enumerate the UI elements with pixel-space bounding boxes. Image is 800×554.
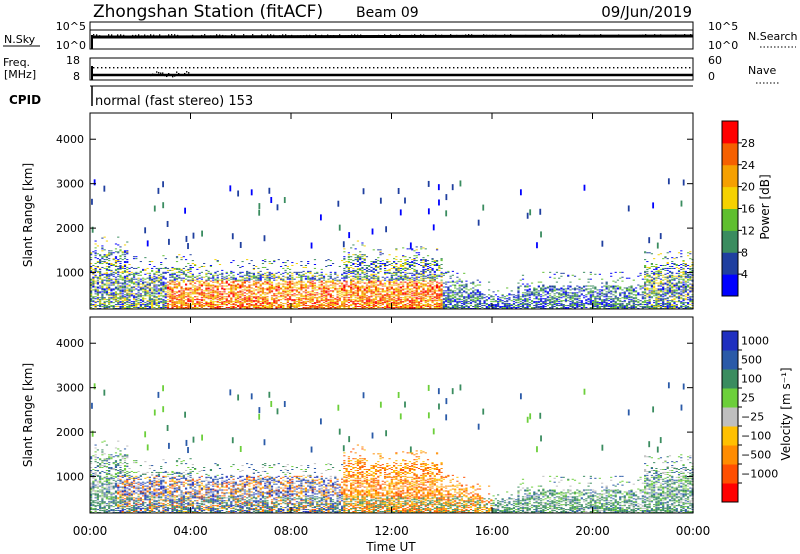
nsky-trace bbox=[91, 34, 694, 49]
freq-tick-top: 18 bbox=[66, 54, 80, 67]
beam-label: Beam 09 bbox=[356, 5, 419, 21]
power-colorbar-tick-20: 20 bbox=[741, 181, 755, 194]
power-colorbar-swatch bbox=[722, 164, 738, 188]
velocity-colorbar-swatch bbox=[722, 483, 738, 503]
cpid-text: normal (fast stereo) 153 bbox=[95, 94, 253, 109]
power-ytick-2000: 2000 bbox=[56, 222, 84, 235]
power-colorbar-swatch bbox=[722, 274, 738, 297]
power-colorbar-swatch bbox=[722, 121, 738, 144]
nsearch-tick-top: 10^5 bbox=[708, 20, 738, 33]
nsearch-label: N.Search bbox=[748, 30, 798, 43]
time-tick-5: 20:00 bbox=[575, 524, 610, 538]
nsky-label: N.Sky bbox=[4, 33, 36, 46]
power-panel: 1000 2000 3000 4000 Slant Range [km] 4 8 12 16… bbox=[21, 112, 772, 310]
time-tick-0: 00:00 bbox=[73, 524, 108, 538]
nsearch-tick-bottom: 10^0 bbox=[708, 39, 738, 52]
power-colorbar-swatch bbox=[722, 186, 738, 209]
freq-tick-bottom: 8 bbox=[73, 70, 80, 83]
power-ytick-3000: 3000 bbox=[56, 178, 84, 191]
power-ytick-4000: 4000 bbox=[56, 133, 84, 146]
velocity-panel: 1000 2000 3000 4000 Slant Range [km] 1000 50… bbox=[21, 316, 793, 514]
nsky-tick-bottom: 10^0 bbox=[56, 39, 86, 52]
nsearch-trace bbox=[93, 34, 692, 38]
time-tick-1: 04:00 bbox=[173, 524, 208, 538]
time-axis-label: Time UT bbox=[365, 540, 416, 554]
time-tick-2: 08:00 bbox=[274, 524, 309, 538]
velocity-colorbar: 1000 500 100 25 −25 −100 −500 −1000 bbox=[721, 330, 778, 503]
velocity-colorbar-tick-6: −500 bbox=[741, 449, 771, 462]
velocity-colorbar-swatch bbox=[722, 388, 738, 408]
power-colorbar-swatch bbox=[722, 252, 738, 275]
velocity-colorbar-swatch bbox=[722, 369, 738, 389]
power-colorbar-tick-24: 24 bbox=[741, 159, 755, 172]
velocity-colorbar-swatch bbox=[722, 426, 738, 446]
velocity-colorbar-swatch bbox=[722, 407, 738, 427]
power-colorbar-tick-8: 8 bbox=[741, 246, 748, 259]
velocity-colorbar-tick-5: −100 bbox=[741, 430, 771, 443]
nave-tick-top: 60 bbox=[708, 54, 722, 67]
velocity-colorbar-swatch bbox=[722, 464, 738, 484]
velocity-colorbar-tick-3: 25 bbox=[741, 392, 755, 405]
power-colorbar-tick-12: 12 bbox=[741, 224, 755, 237]
power-colorbar-tick-16: 16 bbox=[741, 203, 755, 216]
nsky-tick-top: 10^5 bbox=[56, 20, 86, 33]
nsky-panel bbox=[89, 21, 694, 50]
power-colorbar-swatch bbox=[722, 208, 738, 231]
velocity-ytick-2000: 2000 bbox=[56, 426, 84, 439]
freq-trace bbox=[91, 66, 693, 80]
velocity-ytick-4000: 4000 bbox=[56, 337, 84, 350]
power-colorbar-tick-28: 28 bbox=[741, 137, 755, 150]
power-colorbar: 4 8 12 16 20 24 28 bbox=[721, 120, 755, 297]
velocity-ylabel: Slant Range [km] bbox=[21, 363, 35, 467]
time-tick-3: 12:00 bbox=[374, 524, 409, 538]
velocity-colorbar-tick-0: 1000 bbox=[741, 335, 769, 348]
cpid-label: CPID bbox=[9, 93, 41, 107]
velocity-ytick-3000: 3000 bbox=[56, 382, 84, 395]
time-axis: 00:00 04:00 08:00 12:00 16:00 20:00 00:00 bbox=[73, 113, 711, 538]
velocity-colorbar-swatch bbox=[722, 350, 738, 370]
power-colorbar-label: Power [dB] bbox=[758, 174, 772, 239]
velocity-colorbar-label: Velocity [m s⁻¹] bbox=[779, 367, 793, 460]
velocity-colorbar-tick-7: −1000 bbox=[741, 468, 778, 481]
velocity-colorbar-tick-2: 100 bbox=[741, 373, 762, 386]
power-colorbar-swatch bbox=[722, 230, 738, 253]
nave-trace bbox=[93, 67, 691, 78]
power-ytick-1000: 1000 bbox=[56, 267, 84, 280]
time-tick-4: 16:00 bbox=[475, 524, 510, 538]
station-title: Zhongshan Station (fitACF) bbox=[93, 2, 323, 22]
freq-unit: [MHz] bbox=[4, 68, 36, 81]
power-ylabel: Slant Range [km] bbox=[21, 163, 35, 267]
date-label: 09/Jun/2019 bbox=[601, 3, 692, 21]
velocity-data bbox=[90, 382, 694, 513]
power-colorbar-tick-4: 4 bbox=[741, 268, 748, 281]
power-data bbox=[90, 178, 694, 309]
power-colorbar-swatch bbox=[722, 142, 738, 166]
velocity-ytick-1000: 1000 bbox=[56, 471, 84, 484]
freq-panel bbox=[89, 57, 694, 81]
velocity-colorbar-swatch bbox=[722, 331, 738, 351]
velocity-colorbar-tick-1: 500 bbox=[741, 354, 762, 367]
nave-tick-bottom: 0 bbox=[708, 70, 715, 83]
velocity-colorbar-swatch bbox=[722, 445, 738, 465]
velocity-colorbar-tick-4: −25 bbox=[741, 411, 764, 424]
nave-label: Nave bbox=[748, 64, 776, 77]
time-tick-6: 00:00 bbox=[676, 524, 711, 538]
freq-label: Freq. bbox=[3, 56, 30, 69]
